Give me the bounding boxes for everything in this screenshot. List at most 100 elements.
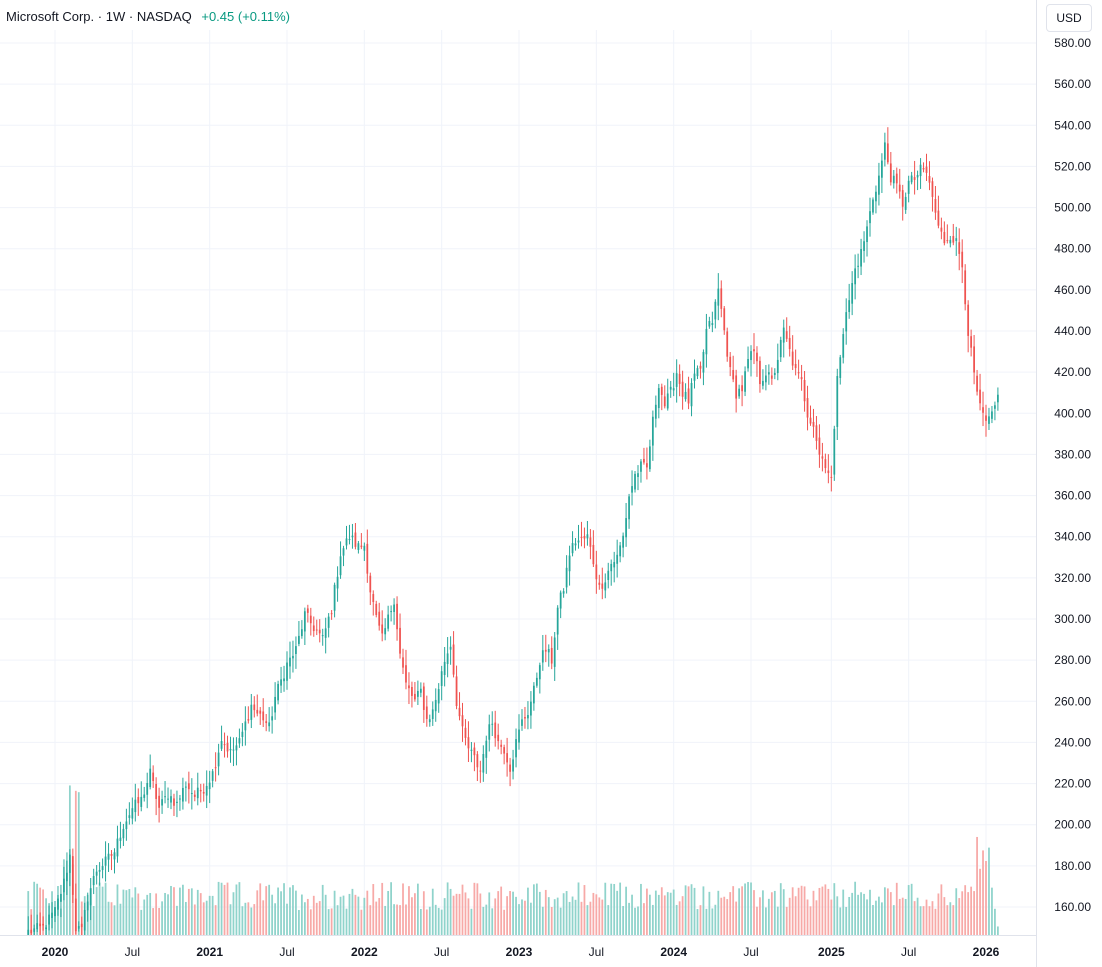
candle-body [946,240,949,242]
volume-bar [482,906,485,935]
volume-bar [357,896,360,935]
volume-bar [470,908,473,935]
candle-body [443,661,446,675]
volume-bar [300,894,303,935]
volume-bar [604,882,607,935]
candle-body [54,907,56,917]
candle-body [312,625,315,632]
candle-body [428,719,431,723]
candle-body [892,175,895,184]
volume-bar [155,893,158,935]
candle-body [464,727,467,738]
candle-body [848,300,851,313]
volume-bar [437,907,440,935]
candle-body [863,241,865,251]
candle-body [988,416,990,424]
volume-bar [770,892,773,935]
volume-bar [759,897,761,935]
candle-body [577,540,580,543]
candle-body [800,377,803,380]
candle-body [928,176,931,183]
volume-bar [396,904,398,935]
candle-body [559,592,562,609]
time-tick-label: 2025 [818,945,845,959]
candle-body [729,356,732,368]
volume-bar [244,902,247,935]
candle-body [217,752,220,767]
candle-body [607,570,610,581]
volume-bar [152,908,155,935]
volume-bar [848,896,851,935]
candle-body [693,373,696,381]
price-axis[interactable]: 580.00 560.00 540.00 520.00 500.00 480.00 460.… [1036,0,1092,967]
volume-bar [217,881,220,935]
candle-body [306,608,309,613]
candle-body [720,288,723,309]
volume-bar [833,883,836,935]
candle-body [678,373,681,384]
volume-bar [881,902,883,935]
candle-body [458,707,461,717]
volume-bar [119,903,122,935]
candle-body [833,428,836,475]
candle-body [506,753,509,763]
volume-bar [199,893,202,935]
volume-bar [214,905,217,935]
volume-bar [979,868,981,935]
volume-bar [265,886,268,935]
volume-bar [717,890,720,935]
volume-bar [767,898,770,935]
volume-bar [494,898,497,935]
candle-body [378,611,381,626]
volume-bar [182,884,184,935]
candle-body [387,614,390,629]
volume-bar [538,891,541,935]
candle-body [696,368,699,377]
candle-body [869,211,871,224]
volume-bar [589,901,592,935]
currency-button[interactable]: USD [1046,4,1092,32]
candle-body [107,853,110,860]
volume-bar [419,908,422,935]
volume-bar [333,890,336,935]
candle-body [137,797,140,804]
time-axis[interactable]: 2020 Jul 2021 Jul 2022 Jul 2023 Jul 2024 Jul 2025 J… [0,935,1036,960]
candle-body [583,536,586,539]
volume-bar [547,897,550,935]
candle-body [860,249,862,267]
volume-bar [964,885,967,935]
volume-bar [324,894,327,935]
volume-bar [461,884,464,935]
symbol-name[interactable]: Microsoft Corp. [6,9,95,24]
interval-label[interactable]: 1W [105,9,126,24]
volume-bar [886,888,889,935]
candle-body [901,190,904,207]
volume-bar [750,882,752,935]
volume-bar [928,906,931,935]
candle-body [223,744,226,746]
price-tick-label: 160.00 [1054,900,1091,914]
candle-body [473,747,476,756]
volume-bar [863,893,865,935]
candle-body [964,270,967,305]
volume-bar [399,905,401,935]
volume-bar [360,909,363,935]
candle-body [152,772,155,782]
volume-bar [101,886,104,935]
volume-bar [402,883,404,935]
volume-bar [488,892,491,935]
candle-body [598,582,601,585]
volume-bar [280,891,282,935]
volume-bar [619,882,622,935]
volume-bar [345,908,348,935]
candle-body [295,646,297,655]
volume-bar [550,907,553,935]
volume-bar [321,884,324,935]
volume-bar [872,905,874,935]
volume-bar [586,905,589,935]
candle-body [809,417,812,424]
candle-body [854,268,857,285]
candle-body [405,665,407,683]
volume-bar [925,899,928,935]
